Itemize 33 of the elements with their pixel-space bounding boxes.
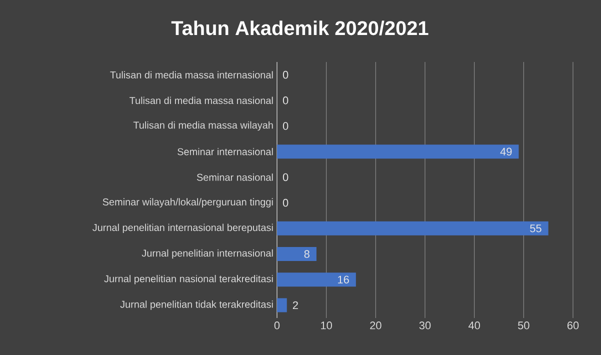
data-label: 49 <box>500 148 512 156</box>
y-tick-label: Jurnal penelitian internasional bereputasi <box>92 224 273 234</box>
data-label: 0 <box>282 198 288 207</box>
bar <box>277 247 316 262</box>
x-tick-label: 20 <box>370 322 382 330</box>
y-tick-label: Tulisan di media massa wilayah <box>133 121 273 131</box>
data-label: 55 <box>530 224 542 232</box>
data-label: 16 <box>338 276 349 284</box>
y-tick-label: Jurnal penelitian nasional terakreditasi <box>104 274 273 284</box>
data-label: 2 <box>292 301 298 310</box>
x-tick-label: 30 <box>419 322 431 330</box>
y-tick-label: Seminar nasional <box>196 174 273 181</box>
x-tick-label: 40 <box>468 322 480 330</box>
x-tick-label: 60 <box>567 322 579 330</box>
data-label: 0 <box>282 70 288 79</box>
data-label: 0 <box>282 96 288 104</box>
y-tick-label: Seminar internasional <box>178 148 273 156</box>
bar <box>277 144 519 159</box>
data-label: 8 <box>304 250 310 258</box>
y-tick-label: Tulisan di media massa nasional <box>130 96 273 104</box>
chart-title: Tahun Akademik 2020/2021 <box>171 20 428 36</box>
x-tick-label: 50 <box>518 322 530 330</box>
bar <box>277 298 287 312</box>
x-tick-label: 10 <box>321 322 332 330</box>
data-label: 0 <box>282 173 288 182</box>
data-label: 0 <box>282 122 288 130</box>
y-tick-label: Tulisan di media massa internasional <box>110 71 273 78</box>
y-tick-label: Jurnal penelitian tidak terakreditasi <box>120 300 273 310</box>
y-tick-label: Seminar wilayah/lokal/perguruan tinggi <box>102 198 273 208</box>
y-tick-label: Jurnal penelitian internasional <box>142 249 273 259</box>
bar <box>277 272 356 287</box>
x-tick-label: 0 <box>274 322 280 330</box>
bar <box>277 221 548 236</box>
